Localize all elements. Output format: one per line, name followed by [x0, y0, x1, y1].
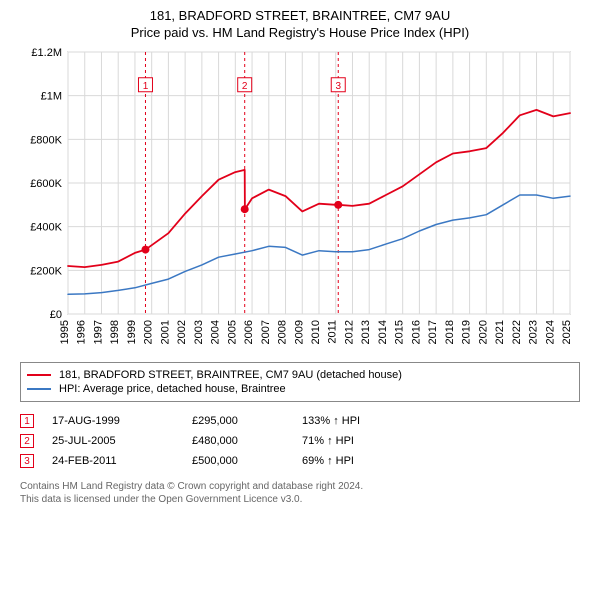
x-tick-label: 2022 [511, 320, 523, 344]
attribution-line2: This data is licensed under the Open Gov… [20, 493, 580, 506]
note-marker: 3 [20, 454, 34, 468]
x-tick-label: 1996 [76, 320, 88, 344]
x-tick-label: 2017 [427, 320, 439, 344]
note-date: 25-JUL-2005 [52, 435, 192, 447]
note-row: 3 24-FEB-2011£500,00069% ↑ HPI [20, 454, 580, 468]
x-tick-label: 2018 [444, 320, 456, 344]
x-tick-label: 2008 [277, 320, 289, 344]
attribution: Contains HM Land Registry data © Crown c… [20, 480, 580, 506]
y-tick-label: £600K [30, 178, 62, 190]
note-date: 24-FEB-2011 [52, 455, 192, 467]
attribution-line1: Contains HM Land Registry data © Crown c… [20, 480, 580, 493]
note-marker: 1 [20, 414, 34, 428]
note-marker: 2 [20, 434, 34, 448]
chart-svg: £0 £200K £400K £600K £800K £1M £1.2M 1995 1996 19… [20, 46, 580, 356]
x-tick-label: 1997 [92, 320, 104, 344]
x-tick-label: 2015 [394, 320, 406, 344]
x-tick-label: 1999 [126, 320, 138, 344]
x-tick-label: 2023 [528, 320, 540, 344]
y-tick-label: £1M [41, 91, 62, 103]
note-date: 17-AUG-1999 [52, 415, 192, 427]
legend-label: HPI: Average price, detached house, Brai… [59, 383, 286, 395]
legend-swatch [27, 374, 51, 376]
x-tick-label: 2010 [310, 320, 322, 344]
x-tick-label: 2007 [260, 320, 272, 344]
x-tick-label: 2020 [477, 320, 489, 344]
legend: 181, BRADFORD STREET, BRAINTREE, CM7 9AU… [20, 362, 580, 402]
price-chart: £0 £200K £400K £600K £800K £1M £1.2M 1995 1996 19… [20, 46, 580, 356]
x-tick-label: 2012 [343, 320, 355, 344]
event-marker: 3 [335, 81, 341, 92]
x-tick-label: 1998 [109, 320, 121, 344]
x-tick-label: 2005 [226, 320, 238, 344]
page-title: 181, BRADFORD STREET, BRAINTREE, CM7 9AU [6, 8, 594, 23]
note-pct: 69% ↑ HPI [302, 455, 422, 467]
x-tick-label: 2019 [461, 320, 473, 344]
x-tick-label: 2014 [377, 320, 389, 344]
x-tick-label: 1995 [59, 320, 71, 344]
x-tick-label: 2016 [410, 320, 422, 344]
event-marker: 1 [143, 81, 149, 92]
x-tick-label: 2011 [327, 320, 339, 344]
y-tick-label: £400K [30, 222, 62, 234]
x-tick-label: 2025 [561, 320, 573, 344]
event-marker: 2 [242, 81, 248, 92]
legend-item: HPI: Average price, detached house, Brai… [27, 383, 573, 395]
legend-label: 181, BRADFORD STREET, BRAINTREE, CM7 9AU… [59, 369, 402, 381]
x-tick-label: 2001 [159, 320, 171, 344]
y-tick-label: £800K [30, 134, 62, 146]
note-price: £480,000 [192, 435, 302, 447]
y-tick-label: £1.2M [31, 47, 62, 59]
x-tick-label: 2004 [210, 320, 222, 344]
x-tick-label: 2006 [243, 320, 255, 344]
event-notes: 1 17-AUG-1999£295,000133% ↑ HPI 2 25-JUL-20… [20, 408, 580, 474]
note-row: 1 17-AUG-1999£295,000133% ↑ HPI [20, 414, 580, 428]
x-tick-label: 2009 [293, 320, 305, 344]
y-tick-label: £200K [30, 265, 62, 277]
legend-item: 181, BRADFORD STREET, BRAINTREE, CM7 9AU… [27, 369, 573, 381]
note-row: 2 25-JUL-2005£480,00071% ↑ HPI [20, 434, 580, 448]
x-tick-label: 2013 [360, 320, 372, 344]
x-tick-label: 2021 [494, 320, 506, 344]
note-price: £295,000 [192, 415, 302, 427]
y-tick-label: £0 [50, 309, 62, 321]
x-tick-label: 2000 [143, 320, 155, 344]
x-tick-label: 2024 [544, 320, 556, 344]
page-subtitle: Price paid vs. HM Land Registry's House … [6, 25, 594, 40]
x-tick-label: 2002 [176, 320, 188, 344]
legend-swatch [27, 388, 51, 390]
note-pct: 133% ↑ HPI [302, 415, 422, 427]
note-price: £500,000 [192, 455, 302, 467]
x-tick-label: 2003 [193, 320, 205, 344]
note-pct: 71% ↑ HPI [302, 435, 422, 447]
